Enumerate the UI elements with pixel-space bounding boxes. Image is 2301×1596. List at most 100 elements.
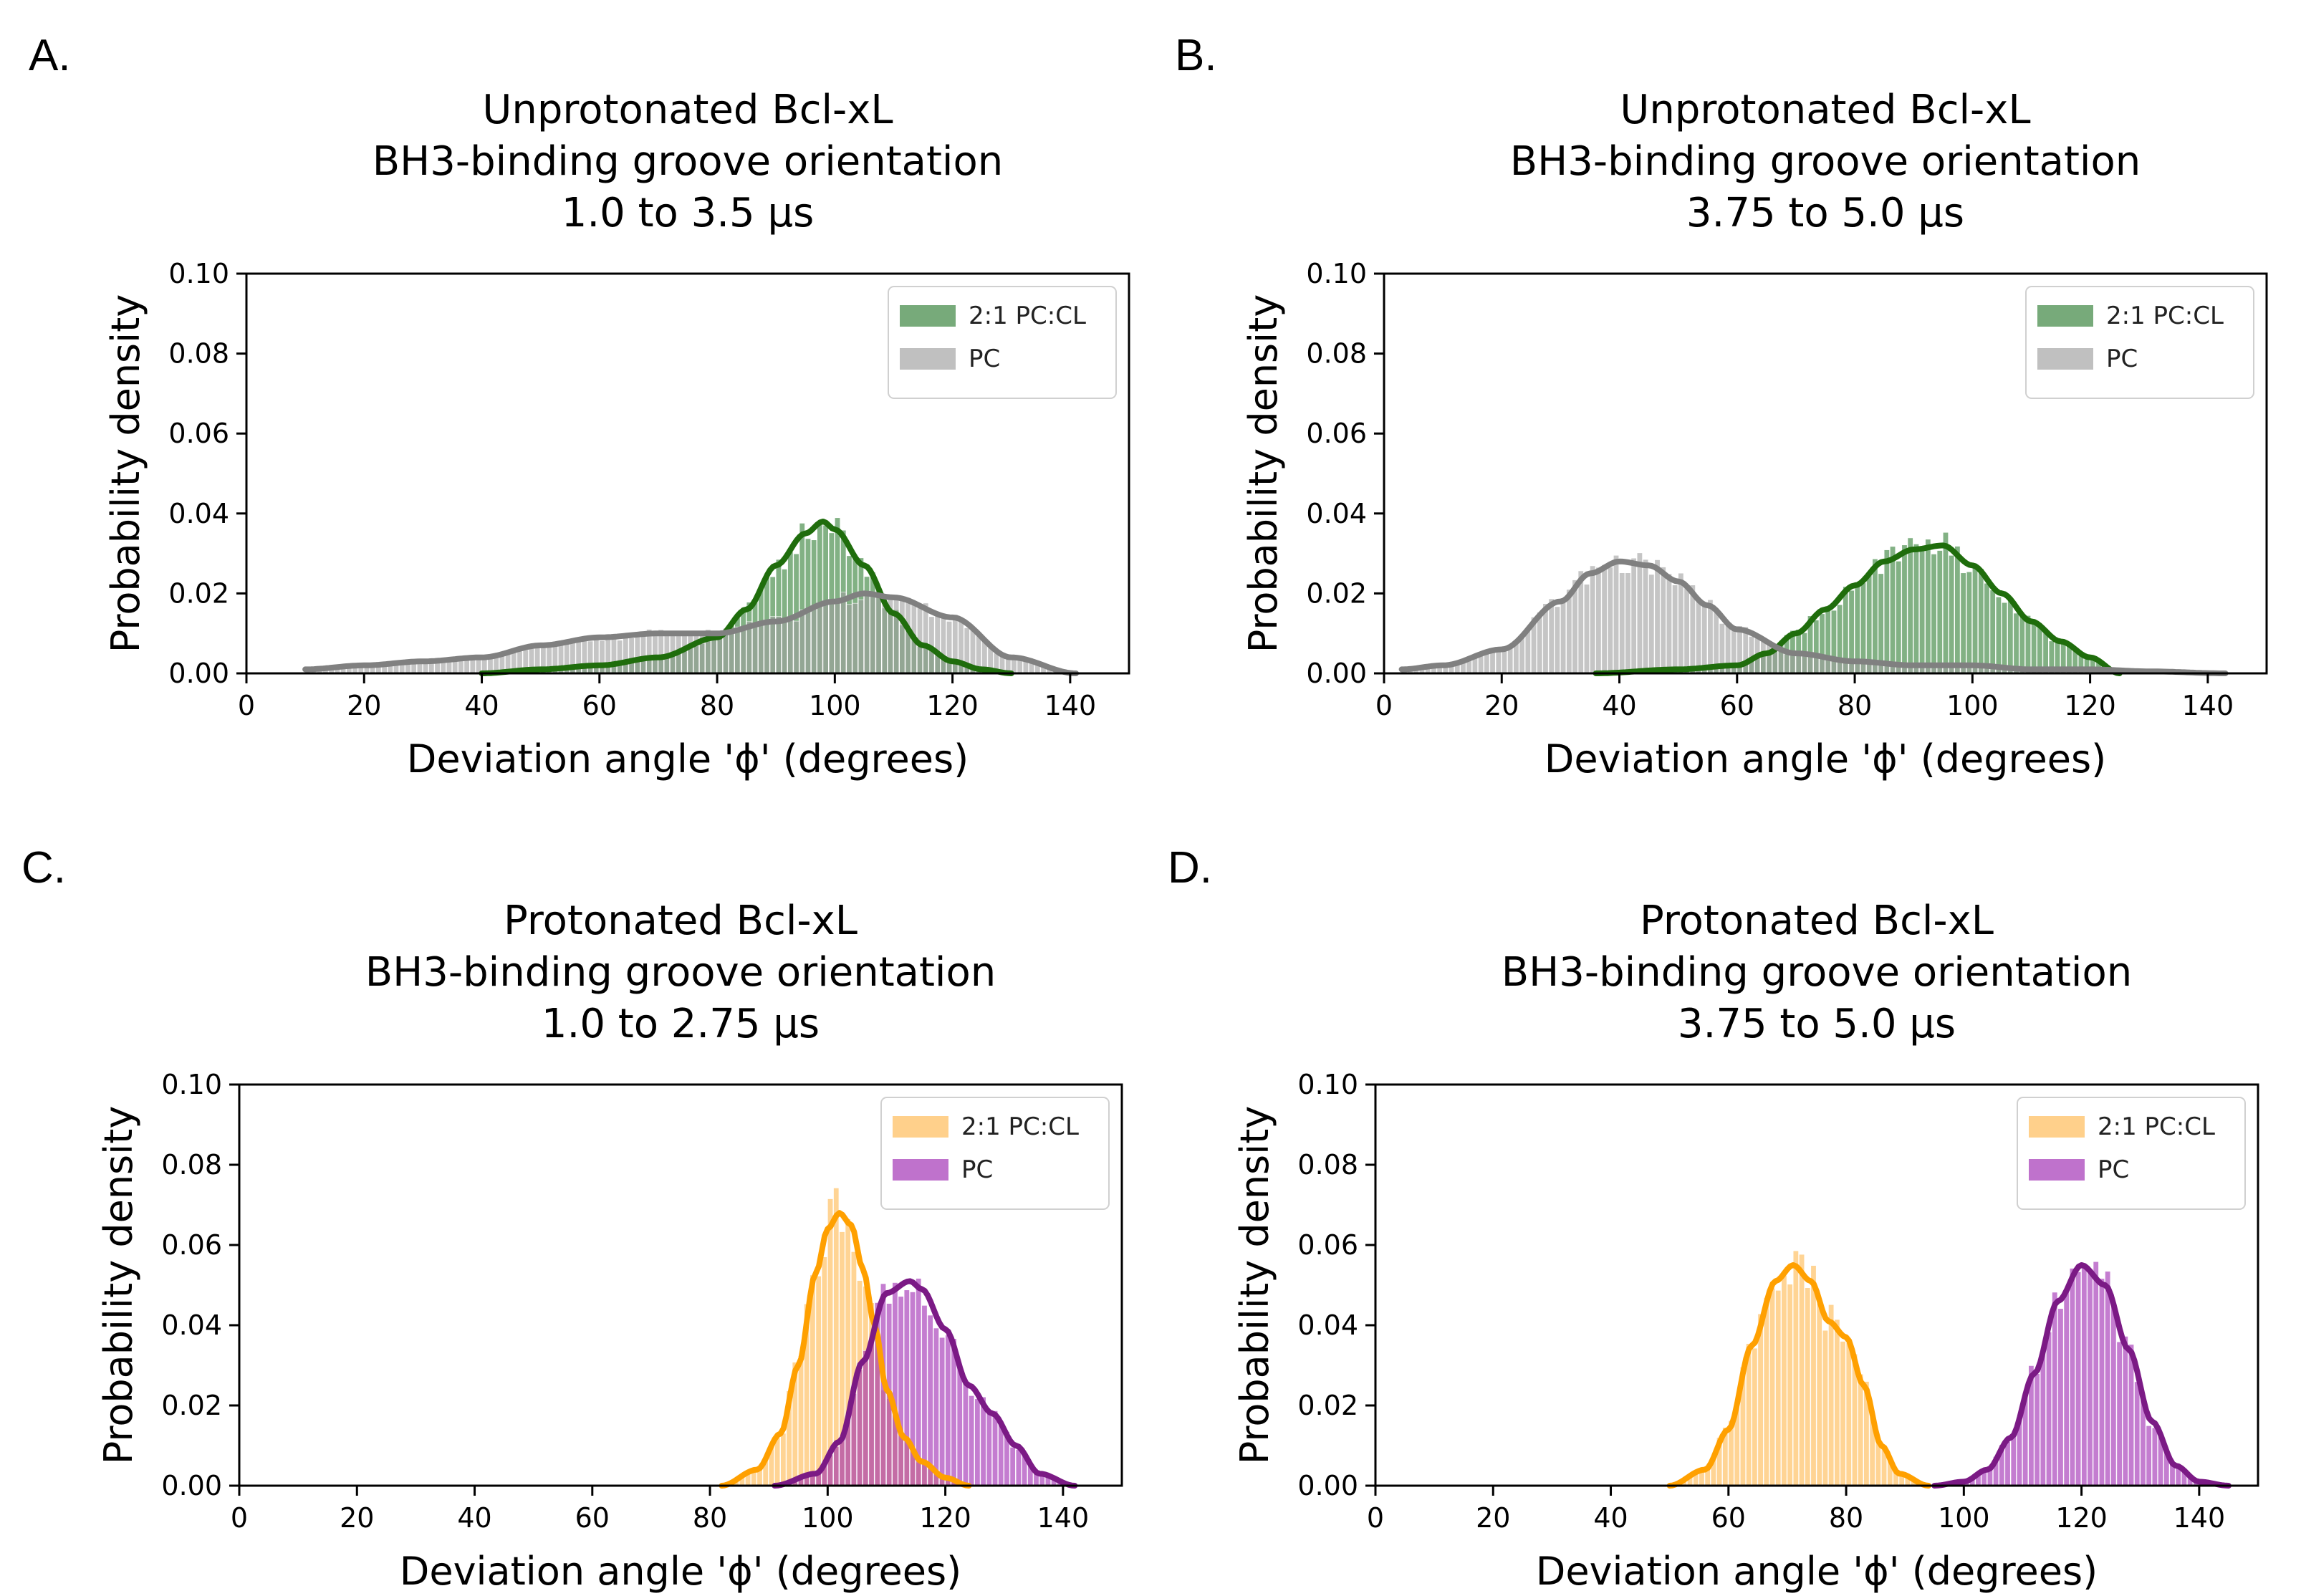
histogram-bar xyxy=(857,1369,863,1486)
x-tick-label: 100 xyxy=(1946,690,1999,721)
histogram-bar xyxy=(599,640,605,674)
histogram-bar xyxy=(946,621,953,674)
x-tick-label: 0 xyxy=(1375,690,1393,721)
histogram-bar xyxy=(1560,602,1567,674)
chart-title-line: 3.75 to 5.0 μs xyxy=(1686,190,1964,236)
histogram-bar xyxy=(1595,567,1602,674)
x-tick-label: 40 xyxy=(1593,1502,1628,1534)
histogram-bar xyxy=(2007,597,2014,674)
histogram-bar xyxy=(828,600,835,674)
histogram-bar xyxy=(1654,559,1661,674)
legend-entry: PC xyxy=(969,345,1000,373)
y-tick-label: 0.02 xyxy=(1306,577,1367,609)
y-tick-label: 0.08 xyxy=(161,1149,222,1181)
y-tick-label: 0.08 xyxy=(168,338,229,370)
histogram-bar xyxy=(1966,571,1972,674)
histogram-bar xyxy=(2122,1336,2128,1486)
plot-frame xyxy=(1383,272,2268,675)
histogram-bar xyxy=(2075,1271,2082,1486)
chart-title-line: 3.75 to 5.0 μs xyxy=(1678,1001,1956,1047)
histogram-bar xyxy=(1748,636,1754,674)
histogram-bar xyxy=(1936,550,1943,674)
legend-swatch xyxy=(2029,1116,2085,1138)
legend-entry: 2:1 PC:CL xyxy=(2098,1112,2215,1141)
histogram-bar xyxy=(2052,1292,2058,1486)
histogram-bar xyxy=(2037,625,2043,674)
histogram-bar xyxy=(2019,615,2025,674)
y-tick-label: 0.02 xyxy=(168,577,229,609)
x-tick-label: 120 xyxy=(2064,690,2116,721)
histogram-bar xyxy=(923,602,929,674)
histogram-bar xyxy=(2024,615,2031,674)
y-axis-label: Probability density xyxy=(1232,1106,1277,1465)
histogram-bar xyxy=(833,1446,840,1486)
x-tick-label: 40 xyxy=(1602,690,1636,721)
histogram-bar xyxy=(1816,1302,1822,1486)
x-tick-label: 140 xyxy=(2182,690,2234,721)
x-tick-label: 120 xyxy=(919,1502,971,1534)
legend-entry: 2:1 PC:CL xyxy=(961,1112,1079,1141)
histogram-bar xyxy=(1913,544,1919,674)
y-tick-label: 0.00 xyxy=(168,658,229,689)
histogram-bar xyxy=(969,1395,975,1486)
histogram-bar xyxy=(962,1383,969,1486)
histogram-bar xyxy=(1978,568,1984,674)
legend-entry: PC xyxy=(2106,345,2138,373)
histogram-bar xyxy=(1707,599,1714,674)
histogram-bar xyxy=(1907,537,1913,674)
histogram-bar xyxy=(2010,1433,2017,1486)
chart-title-line: Protonated Bcl-xL xyxy=(1640,898,1994,944)
kde-line-1 xyxy=(1593,542,2123,676)
x-tick-label: 60 xyxy=(1711,1502,1746,1534)
histogram-bar xyxy=(1636,552,1643,674)
histogram-bar xyxy=(1625,572,1631,674)
legend: 2:1 PC:CL PC xyxy=(880,1097,1110,1210)
histogram-bar xyxy=(927,1314,933,1486)
y-tick-label: 0.10 xyxy=(168,258,229,289)
x-tick-label: 80 xyxy=(1829,1502,1863,1534)
histogram-bar xyxy=(934,612,941,674)
histogram-bar xyxy=(1701,606,1708,674)
histogram-bar xyxy=(835,602,841,674)
histogram-bar xyxy=(634,634,640,674)
histogram-bar xyxy=(1524,629,1531,674)
x-tick-label: 140 xyxy=(1044,690,1097,721)
chart-title-line: BH3-binding groove orientation xyxy=(1510,138,2141,185)
x-tick-label: 140 xyxy=(2173,1502,2226,1534)
histogram-bar xyxy=(2013,612,2019,674)
histogram-bar xyxy=(804,610,811,674)
histogram-bar xyxy=(893,599,900,674)
y-tick-label: 0.10 xyxy=(161,1069,222,1100)
x-tick-label: 100 xyxy=(802,1502,854,1534)
histogram-bar xyxy=(729,633,735,674)
histogram-bar xyxy=(858,599,864,674)
histogram-bar xyxy=(2034,1373,2040,1486)
plot-frame xyxy=(1374,1083,2259,1487)
series-1 xyxy=(1675,1250,1923,1486)
histogram-bar xyxy=(782,620,788,674)
histogram-bar xyxy=(1810,1265,1817,1486)
histogram-bar xyxy=(1942,532,1949,674)
histogram-bar xyxy=(769,616,776,674)
panel-label: D. xyxy=(1168,843,1212,893)
legend-swatch xyxy=(893,1159,948,1181)
histogram-bar xyxy=(1760,641,1767,674)
histogram-bar xyxy=(2057,1308,2064,1486)
histogram-bar xyxy=(610,637,617,674)
panel-label: A. xyxy=(29,31,71,80)
histogram-bar xyxy=(1607,567,1613,674)
histogram-bar xyxy=(1763,1297,1769,1486)
histogram-bar xyxy=(1822,1330,1828,1486)
histogram-bar xyxy=(1678,572,1684,674)
histogram-bar xyxy=(1775,1290,1782,1486)
x-tick-label: 100 xyxy=(809,690,861,721)
histogram-bar xyxy=(1949,555,1955,674)
histogram-bar xyxy=(1919,546,1926,674)
y-tick-label: 0.06 xyxy=(1306,418,1367,449)
histogram-bar xyxy=(1613,554,1620,674)
histogram-bar xyxy=(1683,585,1690,674)
histogram-bar xyxy=(797,1355,804,1486)
legend: 2:1 PC:CL PC xyxy=(2017,1097,2246,1210)
histogram-bar xyxy=(1972,564,1979,674)
histogram-bar xyxy=(1666,573,1672,674)
